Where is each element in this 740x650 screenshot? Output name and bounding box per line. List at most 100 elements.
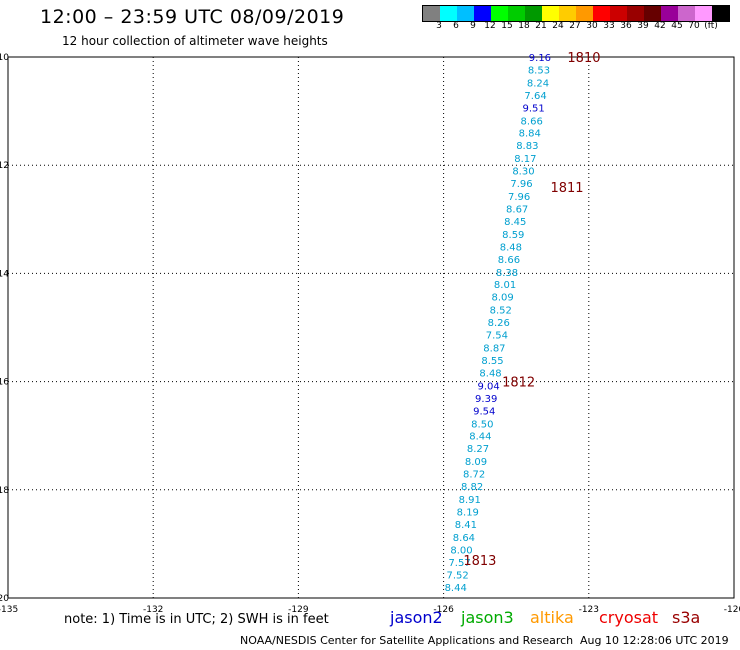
wave-height-value: 8.67 [506, 204, 528, 215]
color-swatch [440, 6, 457, 21]
wave-height-value: 8.84 [519, 129, 541, 140]
wave-height-value: 8.41 [455, 520, 477, 531]
wave-height-value: 8.59 [502, 230, 524, 241]
color-swatch [644, 6, 661, 21]
wave-height-value: 8.55 [481, 356, 503, 367]
color-swatch [678, 6, 695, 21]
color-swatch [423, 6, 440, 21]
color-swatch [491, 6, 508, 21]
lon-tick-label: -129 [288, 605, 309, 615]
wave-height-value: 8.91 [459, 495, 481, 506]
map-frame [7, 56, 735, 599]
color-scale-label: 9 [470, 21, 476, 31]
wave-height-value: 8.48 [479, 368, 501, 379]
wave-height-value: 8.66 [521, 116, 543, 127]
wave-height-value: 8.48 [500, 242, 522, 253]
wave-height-value: 7.54 [486, 331, 508, 342]
color-swatch [525, 6, 542, 21]
color-scale-label: 36 [620, 21, 632, 31]
color-swatch [457, 6, 474, 21]
wave-height-value: 9.54 [473, 406, 495, 417]
wave-height-value: 8.01 [494, 280, 516, 291]
color-scale-label: 18 [518, 21, 530, 31]
color-swatch [610, 6, 627, 21]
wave-height-value: 9.39 [475, 394, 497, 405]
color-scale-label: 15 [501, 21, 513, 31]
wave-height-value: 7.57 [448, 558, 470, 569]
wave-height-value: 8.00 [450, 545, 472, 556]
lon-tick-label: -120 [724, 605, 740, 615]
wave-height-value: 8.64 [453, 533, 475, 544]
color-scale-label: 3 [436, 21, 442, 31]
wave-height-value: 8.24 [527, 78, 549, 89]
color-swatch [627, 6, 644, 21]
lon-tick-label: -123 [579, 605, 599, 615]
color-scale-label: 45 [671, 21, 683, 31]
color-scale-bar [422, 5, 730, 22]
color-scale-label: 12 [484, 21, 496, 31]
color-scale-label: 42 [654, 21, 666, 31]
lon-tick-label: -135 [0, 605, 18, 615]
wave-height-value: 8.30 [512, 167, 534, 178]
legend-item-jason3: jason3 [461, 608, 514, 627]
wave-height-value: 8.17 [514, 154, 536, 165]
page-title: 12:00 – 23:59 UTC 08/09/2019 [40, 6, 345, 28]
lat-tick-label: -12 [0, 161, 9, 171]
wave-height-value: 7.64 [524, 91, 546, 102]
color-scale-label: 27 [569, 21, 581, 31]
wave-height-value: 8.83 [516, 141, 538, 152]
wave-height-value: 8.44 [445, 583, 467, 594]
lat-tick-label: -16 [0, 378, 9, 388]
wave-height-value: 7.52 [447, 571, 469, 582]
time-label: 1811 [550, 181, 583, 196]
legend-item-cryosat: cryosat [599, 608, 659, 627]
color-scale-label: (ft) [704, 21, 718, 31]
footer-credit: NOAA/NESDIS Center for Satellite Applica… [240, 634, 574, 647]
color-swatch [712, 6, 729, 21]
footer-date: Aug 10 12:28:06 UTC 2019 [580, 634, 729, 647]
legend-item-altika: altika [530, 608, 574, 627]
color-swatch [542, 6, 559, 21]
lat-tick-label: -10 [0, 53, 9, 63]
wave-height-value: 8.82 [461, 482, 483, 493]
units-note: note: 1) Time is in UTC; 2) SWH is in fe… [64, 612, 329, 627]
wave-height-value: 8.52 [490, 306, 512, 317]
wave-height-value: 8.44 [469, 432, 491, 443]
wave-height-value: 8.45 [504, 217, 526, 228]
wave-height-value: 8.38 [496, 268, 518, 279]
wave-height-value: 8.27 [467, 444, 489, 455]
color-swatch [695, 6, 712, 21]
legend-item-s3a: s3a [672, 608, 701, 627]
color-scale-label: 70 [688, 21, 700, 31]
legend-item-jason2: jason2 [390, 608, 443, 627]
wave-height-value: 9.16 [529, 53, 551, 64]
wave-height-value: 9.51 [522, 103, 544, 114]
lat-tick-label: -18 [0, 486, 9, 496]
time-label: 1812 [502, 376, 535, 391]
wave-height-value: 7.96 [510, 179, 532, 190]
wave-height-value: 8.19 [457, 507, 479, 518]
color-swatch [559, 6, 576, 21]
color-scale-label: 30 [586, 21, 598, 31]
color-swatch [661, 6, 678, 21]
wave-height-value: 8.72 [463, 470, 485, 481]
lon-tick-label: -132 [143, 605, 163, 615]
page-subtitle: 12 hour collection of altimeter wave hei… [62, 34, 328, 48]
color-scale-label: 6 [453, 21, 459, 31]
lat-tick-label: -20 [0, 594, 9, 604]
color-scale-label: 21 [535, 21, 547, 31]
time-label: 1810 [567, 51, 600, 66]
color-swatch [508, 6, 525, 21]
wave-height-value: 8.87 [483, 344, 505, 355]
color-scale-label: 39 [637, 21, 649, 31]
time-label: 1813 [463, 554, 496, 569]
wave-height-value: 8.26 [488, 318, 510, 329]
color-swatch [593, 6, 610, 21]
wave-height-value: 7.96 [508, 192, 530, 203]
wave-height-value: 8.53 [528, 65, 550, 76]
wave-height-value: 8.50 [471, 419, 493, 430]
wave-height-value: 8.66 [498, 255, 520, 266]
lat-tick-label: -14 [0, 269, 9, 279]
wave-height-value: 8.09 [465, 457, 487, 468]
